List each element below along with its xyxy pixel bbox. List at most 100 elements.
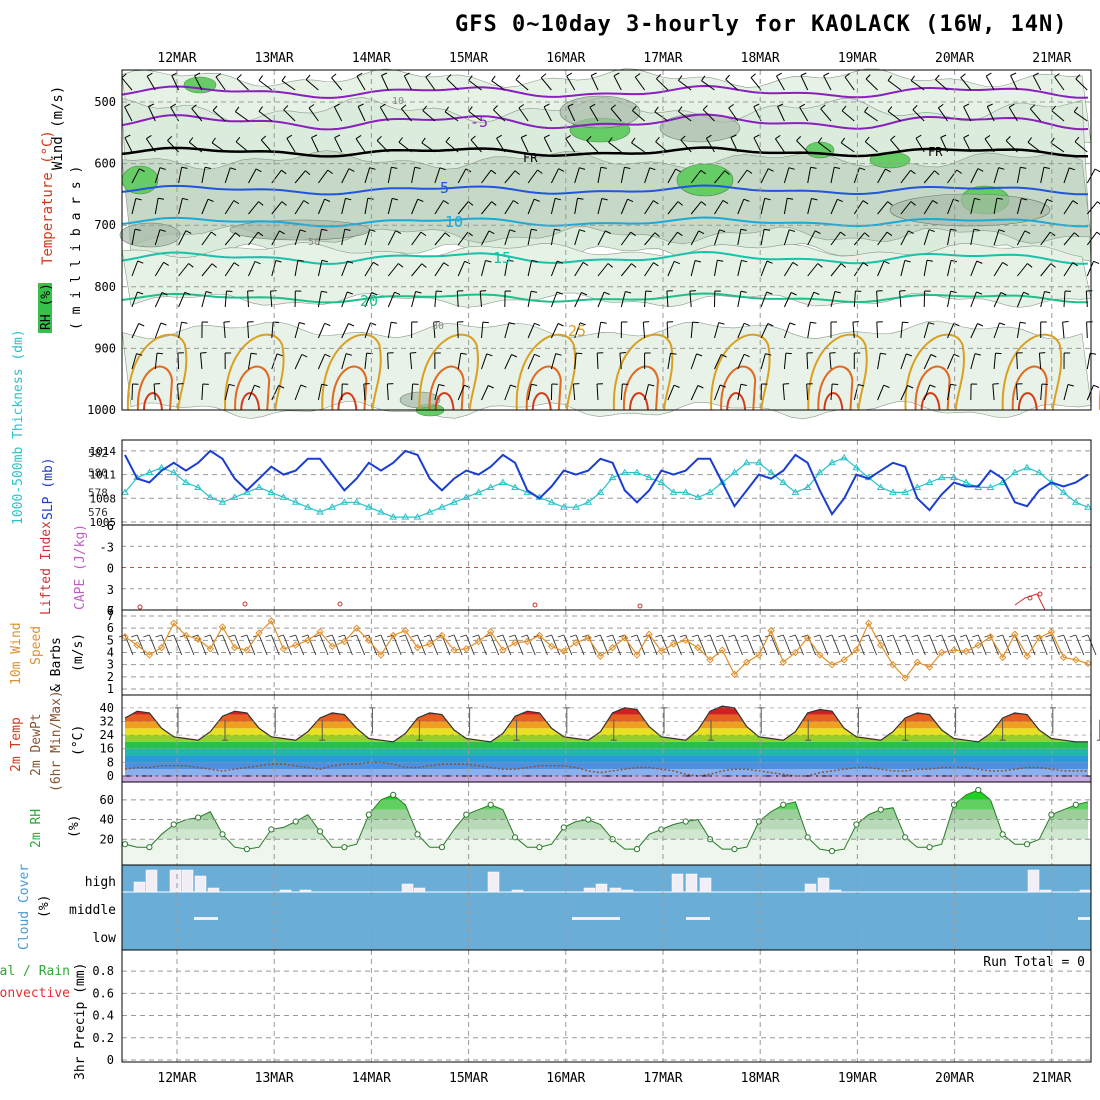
wind-barb-flag [324, 322, 331, 327]
wind-barb [690, 385, 699, 401]
wind-barb-flag [395, 230, 402, 234]
wind-barb [1063, 262, 1074, 277]
wind-barb [654, 111, 669, 122]
wind-barb-flag [789, 322, 796, 326]
wind-barb-10m-flag [289, 634, 296, 638]
precip-tick: 0.8 [92, 964, 114, 978]
rh-band [125, 790, 1088, 800]
temp-contour-25 [1001, 333, 1063, 411]
upper-y-tick: 1000 [87, 403, 116, 417]
wind-barb-flag [487, 385, 494, 389]
wind-barb-10m-flag [716, 634, 723, 638]
wind-speed-point [267, 617, 275, 625]
wind-barb [597, 198, 603, 215]
wind-barb [830, 263, 842, 277]
wind-barb [479, 291, 482, 308]
wind-barb [666, 290, 669, 308]
wind-barb-flag [910, 75, 916, 81]
wind-speed-point [340, 637, 349, 646]
wind-speed-point [608, 643, 617, 652]
temp-band [125, 721, 1088, 729]
cloud-high-bar [595, 883, 608, 893]
wind-barb [853, 262, 864, 277]
wind-barb [177, 383, 180, 401]
wind-barb [947, 323, 955, 339]
wind-barb [970, 168, 979, 184]
wind-barb [1051, 110, 1065, 122]
temp-contour-35 [143, 392, 163, 411]
wind-barb [620, 231, 632, 246]
wind-barb [387, 230, 397, 246]
wind-barb-flag [554, 228, 561, 231]
wind-barb [201, 231, 212, 246]
wind-barb-flag [207, 198, 214, 202]
wind-barb-flag [513, 200, 519, 205]
ylabel-wind: Wind (m/s) [50, 86, 66, 170]
wind-barb-flag [260, 135, 267, 141]
wind-barb [201, 263, 213, 277]
wind-barb [714, 384, 721, 401]
wind-barb-10m [563, 634, 573, 656]
ylabel-10m-wind: 10m Wind [9, 622, 24, 685]
wind-barb [421, 142, 436, 153]
wind-barb [456, 290, 459, 308]
dewpoint-line [124, 761, 1088, 777]
wind-barb-flag [533, 198, 540, 202]
wind-barb [124, 137, 133, 153]
wind-barb [970, 260, 978, 277]
wind-barb [947, 260, 952, 277]
wind-barb [667, 385, 675, 401]
wind-barb [737, 199, 745, 215]
wind-barb-10m-flag [167, 634, 174, 638]
wind-barb [308, 107, 319, 122]
temp-contour-5 [121, 184, 1089, 196]
wind-speed-point [1047, 628, 1056, 636]
wind-barb-flag [493, 105, 498, 111]
wind-speed-point [316, 628, 324, 636]
wind-speed-point [706, 656, 714, 664]
wind-barb-10m-flag [240, 634, 248, 638]
wind-barb-flag [577, 197, 584, 200]
wind-barb-flag [589, 103, 596, 108]
thickness-point [206, 493, 215, 500]
thickness-point [608, 473, 617, 481]
temp-bands [125, 706, 1088, 776]
thickness-point [742, 458, 751, 466]
temp-contour-25 [807, 333, 868, 411]
wind-barb-10m-flag [1057, 634, 1064, 638]
wind-barb-flag [743, 353, 750, 358]
thickness-point [291, 498, 300, 505]
wind-barb [504, 170, 516, 184]
thickness-point [633, 468, 641, 476]
wind-barb [527, 323, 535, 339]
temp-contour-35 [823, 392, 844, 411]
wind-barb [434, 167, 441, 184]
date-label-top: 14MAR [352, 51, 391, 66]
thickness-point [815, 468, 824, 476]
thickness-point [694, 493, 702, 500]
thickness-point [267, 488, 276, 495]
wind-barb-10m-flag [338, 634, 345, 638]
wind-barb-10m [392, 634, 402, 656]
wind-barb [714, 170, 726, 184]
wind-speed-point [365, 636, 373, 645]
contour-label: -5 [470, 113, 488, 131]
wind-barb [923, 260, 928, 277]
wind-barb-flag [321, 383, 328, 386]
wind-barb-10m-flag [313, 634, 321, 638]
wind-barb-10m-flag [959, 634, 967, 638]
wind-barb [783, 292, 792, 308]
wind-barb-flag [998, 229, 1005, 233]
wind-barb [188, 141, 203, 153]
rh-band [125, 809, 1088, 820]
wind-barb [923, 229, 930, 246]
wind-barb [737, 229, 742, 246]
wind-barb [527, 354, 535, 370]
wind-barb [915, 137, 925, 153]
wind-barb [317, 291, 322, 308]
cloud-high-bar [621, 889, 634, 893]
wind-speed-point [669, 640, 678, 648]
wind-barb [644, 167, 651, 184]
wind-barb [177, 352, 180, 370]
thickness-point [194, 483, 203, 490]
